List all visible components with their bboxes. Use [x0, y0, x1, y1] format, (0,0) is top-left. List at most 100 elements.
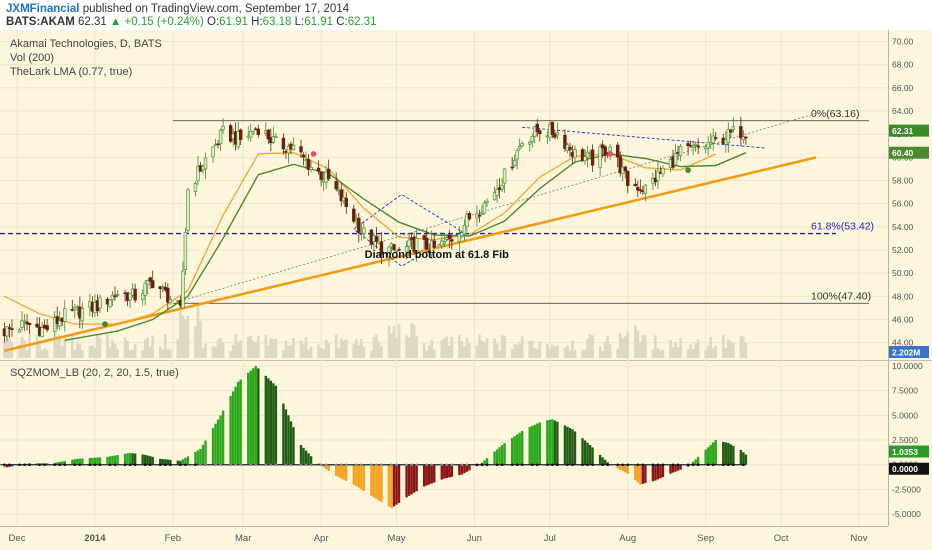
volume-bar [583, 349, 587, 358]
candle-body [115, 293, 120, 296]
momentum-bar [573, 431, 577, 465]
volume-bar [267, 345, 270, 358]
squeeze-dot [344, 463, 348, 467]
momentum-bar [531, 425, 534, 465]
volume-bar [53, 339, 57, 358]
momentum-bar [176, 460, 180, 465]
volume-bar [319, 347, 323, 358]
momentum-bar [289, 421, 293, 465]
candle-body [467, 212, 472, 220]
momentum-bar [98, 457, 102, 465]
momentum-bar [639, 464, 642, 485]
momentum-bar [706, 447, 710, 465]
squeeze-dot [289, 463, 293, 467]
fib-level-label: 0%(63.16) [811, 108, 859, 120]
squeeze-dot [73, 463, 77, 467]
momentum-bar [292, 427, 295, 465]
volume-bar [407, 337, 411, 358]
candle-body [291, 145, 296, 151]
volume-bar [553, 346, 557, 358]
volume-bar [533, 348, 537, 358]
candle-body [362, 227, 366, 234]
close-label: C: [336, 16, 348, 28]
momentum-bar [221, 410, 225, 465]
fib-levels: 0%(63.16) 61.8%(53.42) 100%(47.40) [0, 108, 874, 304]
momentum-bar [566, 426, 569, 465]
volume-bar [141, 350, 144, 358]
momentum-bar [146, 455, 149, 465]
squeeze-dot [721, 463, 725, 467]
time-tick-label: May [388, 533, 406, 544]
momentum-bar [739, 449, 743, 465]
momentum-bar [302, 447, 305, 465]
momentum-bar [342, 464, 345, 480]
candle-body [477, 215, 482, 217]
candle-body [495, 188, 499, 196]
momentum-bar [106, 456, 109, 465]
volume-bar [621, 338, 625, 358]
volume-bar [63, 337, 67, 358]
squeeze-dot [706, 463, 710, 467]
squeeze-dot [269, 463, 273, 467]
squeeze-dot [520, 463, 524, 467]
squeeze-dot [676, 463, 680, 467]
momentum-bar [282, 403, 285, 465]
candle-body [462, 224, 467, 235]
momentum-bar [149, 456, 152, 465]
price-tick-label: 70.00 [892, 37, 914, 47]
squeeze-dot [742, 463, 745, 467]
candle-body [510, 166, 514, 169]
candle-body [414, 237, 419, 254]
volume-bar [644, 335, 647, 358]
volume-bar [211, 346, 215, 358]
candle-body [256, 128, 260, 136]
candle-body [492, 192, 497, 201]
volume-bar [495, 343, 499, 358]
momentum-bar [345, 464, 348, 481]
candle-body [251, 131, 255, 134]
momentum-bar [123, 453, 127, 465]
momentum-bar [231, 391, 235, 465]
volume-bar [405, 335, 408, 358]
candle-body [424, 237, 429, 250]
momentum-bar [40, 463, 44, 465]
squeeze-dot [535, 463, 539, 467]
candle-body [196, 166, 200, 182]
volume-bar [181, 315, 185, 358]
volume-bar [410, 322, 413, 358]
volume-bar [344, 339, 348, 358]
volume-bar [626, 331, 630, 358]
candle-body [407, 239, 411, 247]
volume-bar [196, 305, 200, 358]
candle-body [457, 233, 462, 242]
volume-bar [43, 348, 46, 358]
momentum-bar [412, 464, 416, 493]
candle-body [186, 189, 190, 231]
candle-body [168, 299, 173, 303]
publisher-name[interactable]: JXMFinancial [6, 3, 80, 15]
price-change-value: +0.15 (+0.24%) [124, 16, 204, 28]
volume-bar [131, 349, 134, 358]
volume-bar [448, 345, 451, 358]
volume-bar [169, 349, 172, 358]
squeeze-dot [284, 463, 288, 467]
momentum-bar [340, 464, 343, 479]
squeeze-dot [108, 463, 112, 467]
volume-bar [568, 350, 572, 358]
squeeze-dot [148, 463, 152, 467]
momentum-bar [307, 453, 310, 465]
volume-bar [475, 345, 479, 358]
volume-bar [503, 335, 506, 358]
volume-bar [161, 349, 165, 358]
squeeze-dot [375, 463, 378, 467]
momentum-bar [450, 464, 454, 477]
candle-body [568, 146, 572, 151]
low-value: 61.91 [304, 16, 334, 28]
volume-bar [186, 315, 190, 358]
chart-svg[interactable]: 0%(63.16) 61.8%(53.42) 100%(47.40) Diamond… [0, 30, 932, 550]
squeeze-dot [18, 463, 21, 467]
volume-bar [676, 347, 680, 358]
volume-bar [292, 337, 295, 358]
momentum-bar [229, 396, 232, 465]
volume-bar [339, 338, 343, 358]
